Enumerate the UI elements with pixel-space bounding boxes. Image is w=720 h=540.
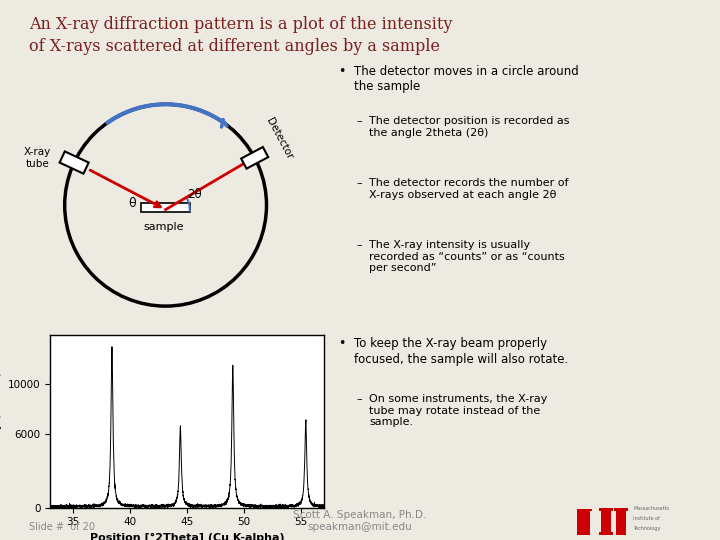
Bar xyxy=(582,509,585,518)
Bar xyxy=(586,509,593,511)
Bar xyxy=(582,509,586,535)
Text: –: – xyxy=(356,178,362,188)
Bar xyxy=(599,532,613,535)
X-axis label: Position [°2Theta] (Cu K-alpha): Position [°2Theta] (Cu K-alpha) xyxy=(90,533,284,540)
Bar xyxy=(586,509,590,535)
Text: –: – xyxy=(356,240,362,251)
Text: Detector: Detector xyxy=(264,116,294,161)
Bar xyxy=(141,204,190,212)
Bar xyxy=(616,509,626,535)
Text: Massachusetts: Massachusetts xyxy=(634,506,670,511)
Text: Scott A. Speakman, Ph.D.
speakman@mit.edu: Scott A. Speakman, Ph.D. speakman@mit.ed… xyxy=(293,510,427,532)
Text: •: • xyxy=(338,65,346,78)
Text: To keep the X-ray beam properly
focused, the sample will also rotate.: To keep the X-ray beam properly focused,… xyxy=(354,338,569,366)
Text: Slide #  of 20: Slide # of 20 xyxy=(29,522,95,532)
Y-axis label: Intensity (Counts): Intensity (Counts) xyxy=(0,372,2,471)
Bar xyxy=(577,509,584,511)
Text: The detector moves in a circle around
the sample: The detector moves in a circle around th… xyxy=(354,65,579,93)
Polygon shape xyxy=(241,147,269,168)
Text: The X-ray intensity is usually
recorded as “counts” or as “counts
per second”: The X-ray intensity is usually recorded … xyxy=(369,240,565,273)
Text: θ: θ xyxy=(128,197,136,210)
Polygon shape xyxy=(60,151,89,174)
Bar xyxy=(601,509,611,535)
Text: The detector records the number of
X-rays observed at each angle 2θ: The detector records the number of X-ray… xyxy=(369,178,569,200)
Bar xyxy=(613,508,628,511)
Text: 2θ: 2θ xyxy=(187,188,202,201)
Bar xyxy=(577,509,582,535)
Bar xyxy=(599,508,613,511)
Text: On some instruments, the X-ray
tube may rotate instead of the
sample.: On some instruments, the X-ray tube may … xyxy=(369,394,548,427)
Text: –: – xyxy=(356,394,362,404)
Text: •: • xyxy=(338,338,346,350)
Text: Technology: Technology xyxy=(634,526,661,531)
Text: sample: sample xyxy=(143,222,184,232)
Text: X-ray
tube: X-ray tube xyxy=(24,147,51,169)
Text: The detector position is recorded as
the angle 2theta (2θ): The detector position is recorded as the… xyxy=(369,116,570,138)
Text: Institute of: Institute of xyxy=(634,516,660,521)
Text: An X-ray diffraction pattern is a plot of the intensity
of X-rays scattered at d: An X-ray diffraction pattern is a plot o… xyxy=(29,16,452,55)
Text: –: – xyxy=(356,116,362,126)
